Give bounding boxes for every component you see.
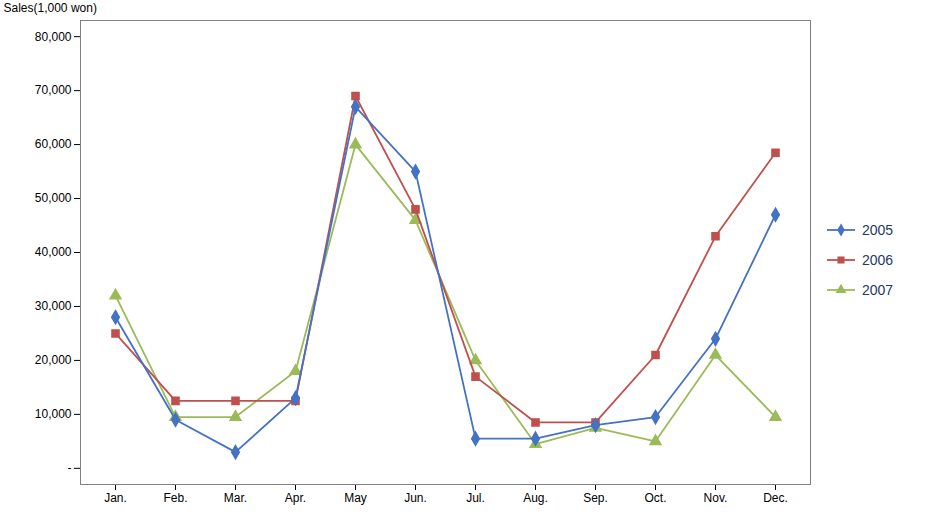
svg-text:Jun.: Jun.: [404, 491, 427, 505]
svg-text:10,000: 10,000: [35, 407, 72, 421]
svg-text:60,000: 60,000: [35, 137, 72, 151]
html-text:2006: 2006: [862, 252, 894, 268]
svg-text:-: -: [68, 461, 72, 475]
svg-text:40,000: 40,000: [35, 245, 72, 259]
svg-text:Aug.: Aug.: [523, 491, 548, 505]
svg-text:70,000: 70,000: [35, 83, 72, 97]
svg-text:May: May: [344, 491, 367, 505]
svg-text:50,000: 50,000: [35, 191, 72, 205]
html-text:2005: 2005: [862, 222, 894, 238]
svg-text:20,000: 20,000: [35, 353, 72, 367]
svg-text:Sep.: Sep.: [583, 491, 608, 505]
svg-text:80,000: 80,000: [35, 30, 72, 44]
svg-text:Feb.: Feb.: [163, 491, 187, 505]
svg-text:Dec.: Dec.: [763, 491, 788, 505]
svg-text:Nov.: Nov.: [704, 491, 728, 505]
svg-text:Apr.: Apr.: [285, 491, 306, 505]
svg-text:Sales(1,000 won): Sales(1,000 won): [4, 1, 97, 15]
svg-text:Jul.: Jul.: [466, 491, 485, 505]
svg-text:Mar.: Mar.: [224, 491, 247, 505]
html-text:2007: 2007: [862, 282, 894, 298]
svg-text:Jan.: Jan.: [104, 491, 127, 505]
svg-text:Oct.: Oct.: [644, 491, 666, 505]
svg-text:30,000: 30,000: [35, 299, 72, 313]
